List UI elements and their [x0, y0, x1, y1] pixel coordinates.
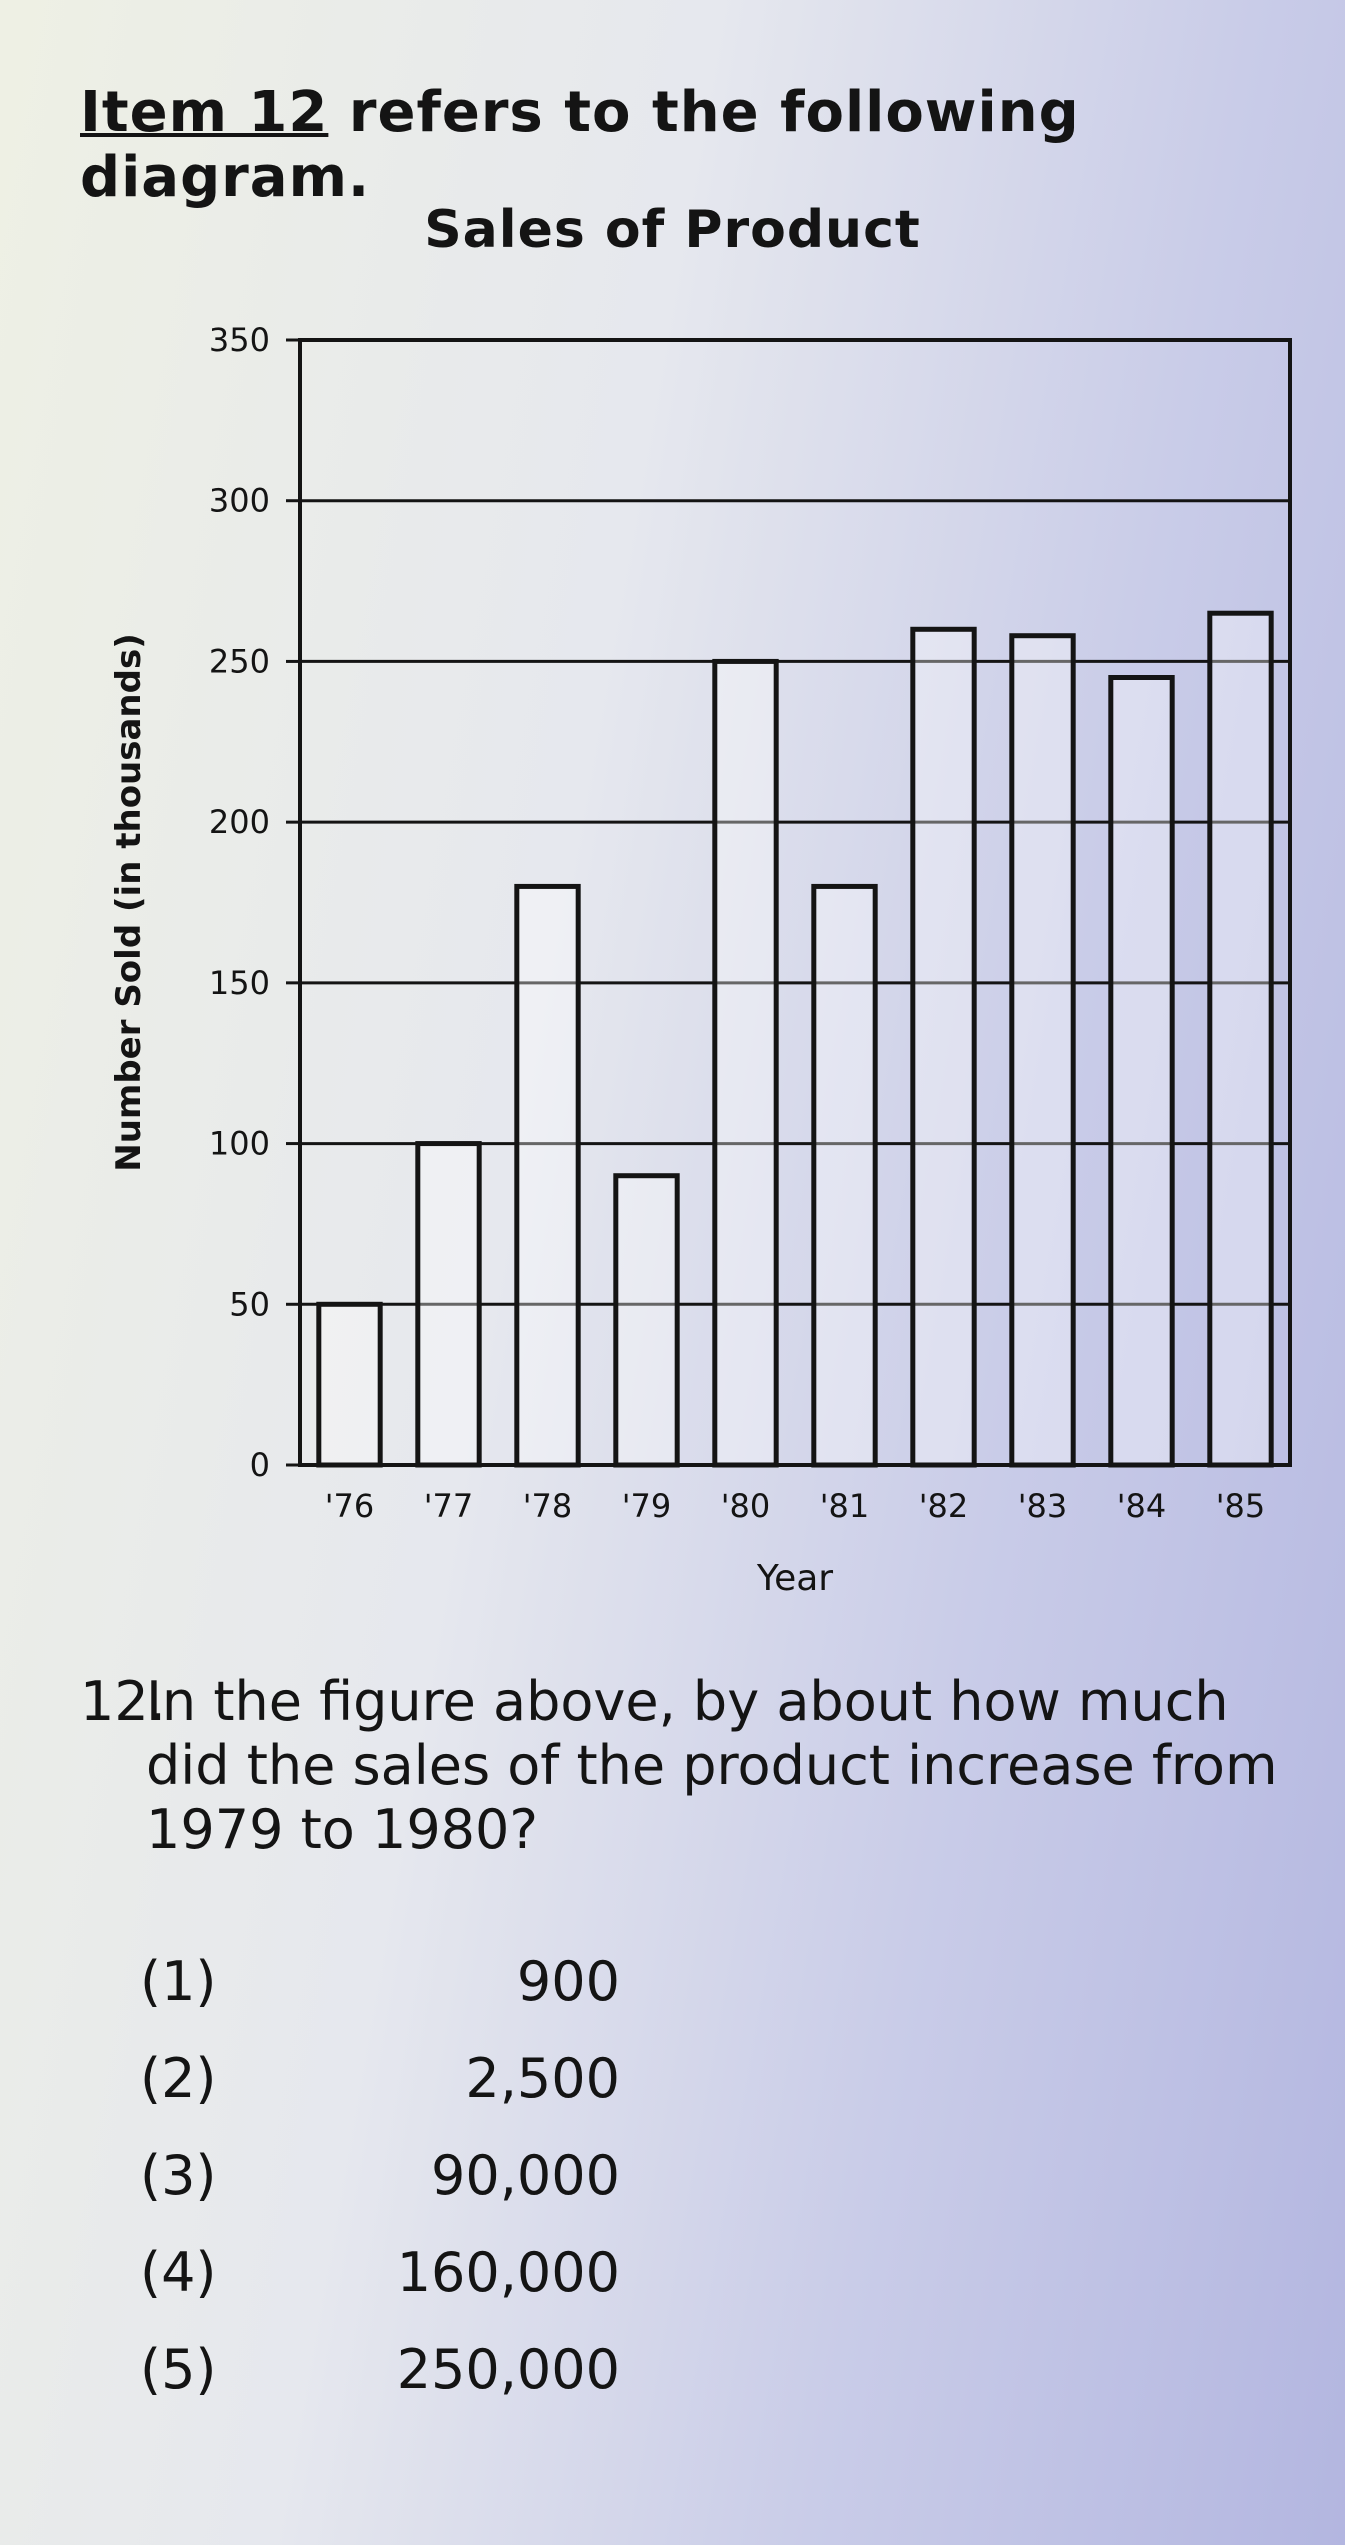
y-tick-label: 300 — [209, 482, 270, 520]
bar — [712, 658, 779, 1468]
x-tick-label: '80 — [721, 1487, 771, 1525]
chart-title: Sales of Product — [424, 200, 921, 260]
question-text: In the figure above, by about how much d… — [146, 1670, 1278, 1861]
bar-chart: 0 50 100 150 200 250 300 350 '76 '77 '78 '79 '80 '81 '… — [109, 321, 1292, 1599]
answer-option-1[interactable]: (1) 900 — [140, 1950, 640, 2047]
x-tick-label: '77 — [424, 1487, 474, 1525]
answer-option-5[interactable]: (5) 250,000 — [140, 2338, 640, 2435]
option-number: (4) — [140, 2241, 217, 2304]
y-tick-label: 0 — [250, 1446, 270, 1484]
option-value: 900 — [516, 1950, 620, 2013]
x-tick-label: '83 — [1018, 1487, 1068, 1525]
x-tick-label: '79 — [622, 1487, 672, 1525]
question: 12.In the figure above, by about how muc… — [80, 1670, 1300, 1862]
x-tick-label: '78 — [523, 1487, 573, 1525]
bar — [613, 1173, 680, 1468]
y-axis-title: Number Sold (in thousands) — [109, 633, 149, 1172]
answer-options: (1) 900 (2) 2,500 (3) 90,000 (4) 160,000 (5)… — [140, 1950, 640, 2435]
y-tick-label: 200 — [209, 803, 270, 841]
bar — [415, 1141, 482, 1468]
x-tick-label: '85 — [1216, 1487, 1266, 1525]
x-tick-label: '82 — [919, 1487, 969, 1525]
y-tick-label: 250 — [209, 642, 270, 680]
plot-frame — [298, 338, 1292, 1467]
option-value: 250,000 — [396, 2338, 620, 2401]
bar — [514, 883, 581, 1468]
x-axis-title: Year — [756, 1558, 833, 1599]
y-tick-label: 50 — [229, 1285, 270, 1323]
intro-text: refers to the following diagram. — [80, 80, 1080, 210]
x-tick-label: '76 — [325, 1487, 375, 1525]
answer-option-2[interactable]: (2) 2,500 — [140, 2047, 640, 2144]
bar — [316, 1301, 383, 1468]
item-reference: Item 12 — [80, 80, 329, 145]
option-value: 160,000 — [396, 2241, 620, 2304]
y-tick-label: 350 — [209, 321, 270, 359]
y-tick-label: 100 — [209, 1125, 270, 1163]
item-intro: Item 12 refers to the following diagram. — [80, 80, 1345, 210]
option-number: (3) — [140, 2144, 217, 2207]
bar — [1108, 675, 1175, 1468]
option-number: (5) — [140, 2338, 217, 2401]
bar — [1207, 610, 1274, 1468]
x-tick-label: '81 — [820, 1487, 870, 1525]
x-tick-label: '84 — [1117, 1487, 1167, 1525]
answer-option-3[interactable]: (3) 90,000 — [140, 2144, 640, 2241]
option-value: 90,000 — [431, 2144, 620, 2207]
option-number: (2) — [140, 2047, 217, 2110]
bar — [910, 626, 977, 1468]
y-tick-label: 150 — [209, 964, 270, 1002]
bar — [811, 883, 878, 1468]
bar — [1009, 633, 1076, 1468]
option-number: (1) — [140, 1950, 217, 2013]
option-value: 2,500 — [465, 2047, 620, 2110]
question-number: 12. — [80, 1670, 166, 1733]
answer-option-4[interactable]: (4) 160,000 — [140, 2241, 640, 2338]
